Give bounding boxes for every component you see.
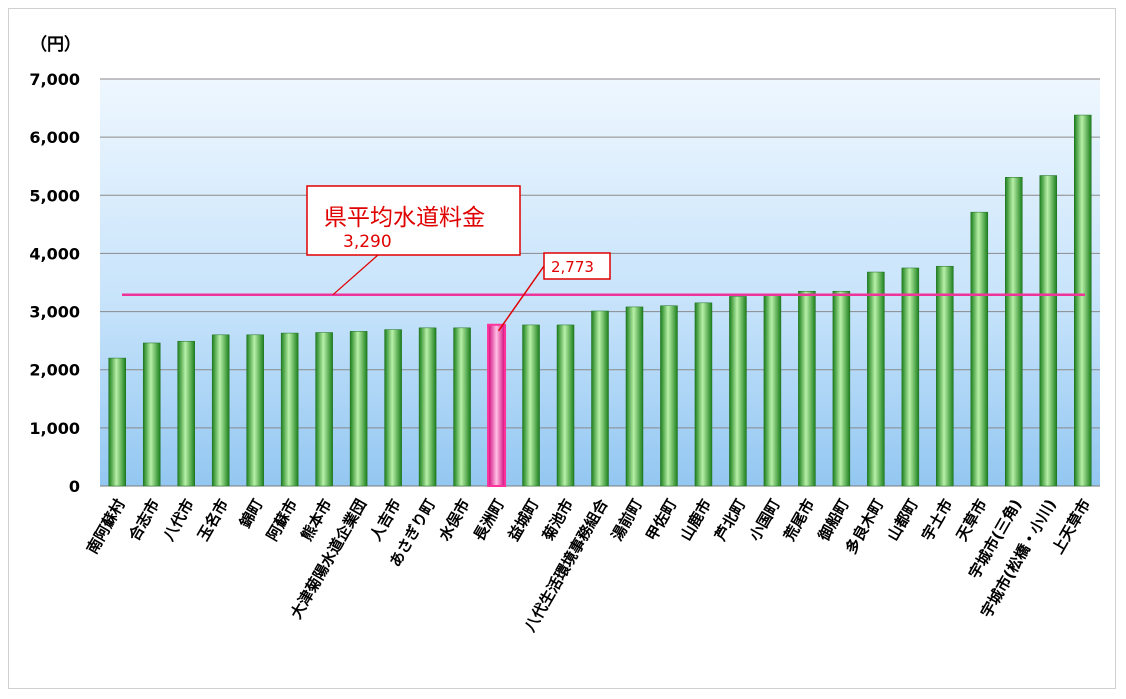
bar [660, 305, 678, 487]
y-axis-unit-label: （円） [30, 34, 81, 55]
average-callout-value: 3,290 [343, 232, 392, 252]
bar [1039, 175, 1058, 487]
x-tick-label: 山鹿市 [677, 496, 715, 544]
x-tick-label: 益城町 [504, 496, 542, 544]
average-callout-title: 県平均水道料金 [324, 205, 485, 231]
y-tick-label: 5,000 [29, 186, 80, 205]
x-tick-label: 山都町 [884, 496, 922, 544]
bar [211, 334, 230, 487]
bar [418, 327, 437, 487]
x-tick-label: 小国町 [746, 496, 784, 544]
x-tick-label: 宇土市 [918, 496, 956, 544]
x-tick-label: 玉名市 [194, 496, 232, 544]
bar [832, 290, 851, 487]
x-tick-label: 八代市 [159, 496, 198, 545]
x-tick-label: 錦町 [236, 496, 267, 532]
y-tick-label: 2,000 [29, 361, 80, 380]
x-tick-label: 南阿蘇村 [83, 496, 129, 557]
y-tick-label: 0 [69, 477, 80, 496]
bar [556, 324, 575, 487]
bar [1005, 177, 1023, 487]
bar [1074, 114, 1092, 487]
y-tick-label: 4,000 [29, 244, 80, 263]
bar [729, 296, 747, 487]
bar [315, 332, 333, 487]
average-callout-leader [332, 254, 379, 296]
bar [936, 265, 954, 487]
bar [487, 323, 507, 488]
bar [177, 340, 195, 487]
bar [625, 306, 644, 487]
bar [280, 332, 299, 487]
bar [798, 290, 816, 487]
y-axis-ticks: 0 1,000 2,000 3,000 4,000 5,000 6,000 7,000 [29, 70, 80, 496]
highlight-callout-value: 2,773 [551, 258, 594, 276]
x-tick-label: 湯前町 [608, 496, 646, 544]
bar [970, 211, 989, 487]
bar [591, 310, 609, 487]
bar [384, 329, 402, 487]
x-tick-label: 阿蘇市 [263, 496, 301, 544]
bar [694, 302, 713, 487]
y-tick-label: 3,000 [29, 303, 80, 322]
x-tick-label: 芦北町 [711, 496, 749, 544]
x-tick-label: 水俣市 [435, 496, 473, 544]
y-tick-label: 7,000 [29, 70, 80, 89]
average-callout-box [306, 185, 521, 256]
bar [108, 357, 126, 487]
x-tick-label: 荒尾市 [780, 496, 818, 544]
highlight-callout-leader [497, 265, 545, 332]
y-tick-label: 1,000 [29, 419, 80, 438]
bars [108, 114, 1092, 488]
bar [901, 267, 920, 487]
highlight-callout-box [543, 252, 611, 280]
bar [349, 331, 368, 487]
bar [522, 324, 540, 487]
y-tick-label: 6,000 [29, 128, 80, 147]
bar [867, 271, 885, 487]
bar [763, 293, 782, 487]
bar [246, 334, 264, 487]
x-tick-label: 長洲町 [470, 496, 508, 544]
bar [453, 327, 471, 487]
bar [142, 342, 161, 487]
x-tick-label: 甲佐町 [642, 496, 680, 544]
x-tick-label: 合志市 [125, 496, 164, 545]
